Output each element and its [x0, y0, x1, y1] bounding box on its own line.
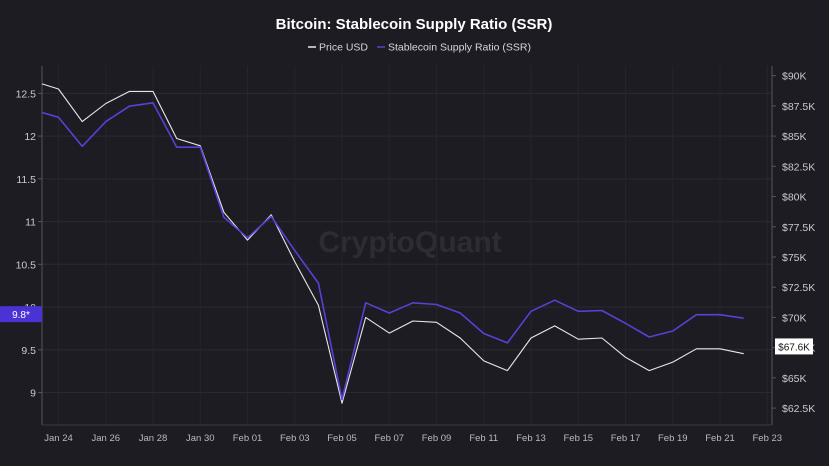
x-axis-ticks: Jan 24 Jan 26 Jan 28 Jan 30 Feb 01 Feb 03 Feb … [44, 433, 782, 444]
left-tick-label: 11 [25, 217, 36, 229]
left-tick-label: 9.5 [21, 345, 36, 357]
x-tick-label: Feb 05 [327, 433, 357, 444]
right-tick-label: $90K [782, 71, 807, 83]
x-tick-label: Jan 24 [44, 433, 73, 444]
grid [42, 66, 772, 425]
right-tick-label: $65K [782, 373, 807, 385]
right-current-value-label: $67.6K [778, 342, 810, 353]
right-tick-label: $80K [782, 192, 807, 204]
x-tick-label: Feb 15 [563, 433, 593, 444]
x-tick-label: Jan 30 [186, 433, 215, 444]
right-axis-ticks: $62.5K$65K$67.5K$70K$72.5K$75K$77.5K$80K… [772, 71, 815, 415]
series-line-price-usd[interactable] [41, 83, 744, 404]
legend[interactable]: Price USD Stablecoin Supply Ratio (SSR) [308, 42, 531, 54]
right-current-value-badge [775, 338, 813, 355]
left-current-value-badge [0, 306, 42, 323]
left-tick-label: 12 [24, 131, 36, 143]
right-tick-label: $72.5K [782, 282, 815, 294]
axes [41, 66, 773, 426]
x-tick-label: Feb 07 [374, 433, 404, 444]
right-tick-label: $87.5K [782, 101, 815, 113]
left-current-value-label: 9.8* [12, 310, 30, 321]
x-tick-label: Feb 23 [752, 433, 782, 444]
left-tick-label: 10.5 [16, 259, 37, 271]
x-tick-label: Jan 26 [92, 433, 121, 444]
x-tick-label: Feb 01 [233, 433, 263, 444]
watermark: CryptoQuant [318, 226, 501, 259]
x-tick-label: Feb 03 [280, 433, 310, 444]
legend-price-label[interactable]: Price USD [319, 42, 368, 54]
x-tick-label: Feb 11 [469, 433, 498, 444]
series-layer [41, 83, 744, 404]
right-tick-label: $82.5K [782, 161, 815, 173]
x-tick-label: Feb 17 [611, 433, 641, 444]
x-tick-label: Feb 21 [705, 433, 735, 444]
x-tick-label: Jan 28 [139, 433, 168, 444]
left-tick-label: 12.5 [16, 88, 37, 100]
right-tick-label: $77.5K [782, 222, 815, 234]
right-tick-label: $85K [782, 131, 807, 143]
right-tick-label: $75K [782, 252, 807, 264]
left-tick-label: 9 [30, 388, 36, 400]
x-tick-label: Feb 13 [516, 433, 546, 444]
left-tick-label: 11.5 [16, 174, 36, 186]
right-tick-label: $70K [782, 312, 807, 324]
x-tick-label: Feb 09 [422, 433, 452, 444]
x-tick-label: Feb 19 [658, 433, 688, 444]
legend-ssr-label[interactable]: Stablecoin Supply Ratio (SSR) [388, 42, 531, 54]
chart-title: Bitcoin: Stablecoin Supply Ratio (SSR) [276, 16, 553, 33]
series-line-ssr[interactable] [41, 102, 744, 401]
right-tick-label: $62.5K [782, 403, 815, 415]
current-value-badges: 9.8* $67.6K [0, 306, 813, 355]
